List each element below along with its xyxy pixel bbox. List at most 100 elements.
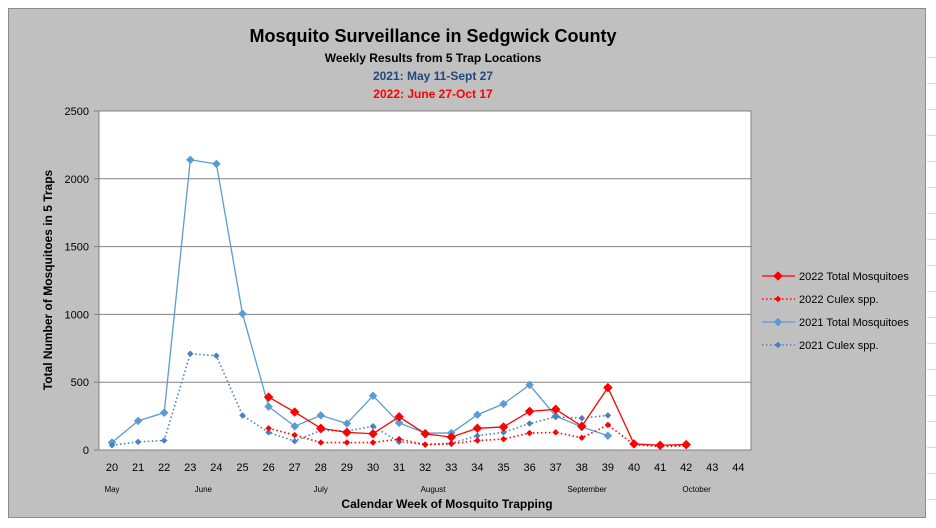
data-point	[578, 414, 586, 422]
series-2021-culex-spp-	[108, 350, 612, 449]
data-point	[552, 429, 560, 436]
data-point	[446, 432, 457, 442]
y-tick-label: 0	[83, 445, 89, 457]
data-point	[526, 429, 533, 437]
x-tick-label: 25	[236, 462, 248, 474]
data-point	[368, 428, 378, 439]
data-point	[368, 391, 378, 401]
data-point	[603, 431, 613, 441]
data-point	[289, 407, 300, 417]
month-labels: May June July August September October	[104, 485, 711, 494]
legend: 2022 Total Mosquitoes 2022 Culex spp. 2021…	[762, 271, 909, 352]
legend-label: 2021 Total Mosquitoes	[799, 317, 909, 329]
data-point	[552, 413, 560, 421]
data-point	[239, 412, 246, 419]
sheet-gridline	[927, 213, 936, 214]
month-label: August	[421, 485, 447, 494]
series-2022-total-mosquitoes	[263, 382, 692, 451]
legend-item: 2021 Culex spp.	[762, 340, 879, 352]
series-layer	[107, 155, 692, 451]
sheet-gridline	[927, 109, 936, 110]
data-point	[290, 421, 300, 431]
data-point	[604, 421, 612, 429]
chart-subtitle: Weekly Results from 5 Trap Locations	[325, 51, 542, 65]
month-label: May	[104, 485, 119, 494]
y-tick-label: 1500	[65, 242, 89, 254]
sheet-gridline	[927, 161, 936, 162]
data-point	[133, 416, 143, 426]
month-label: September	[567, 485, 606, 494]
y-tick-label: 1000	[65, 309, 89, 321]
data-point	[264, 402, 273, 411]
x-tick-label: 44	[732, 462, 744, 474]
x-tick-label: 30	[367, 462, 379, 474]
y-tick-label: 500	[71, 377, 89, 389]
data-point	[185, 155, 195, 165]
data-point	[472, 423, 483, 434]
sheet-gridline	[927, 447, 936, 448]
data-point	[159, 408, 169, 418]
data-point	[576, 421, 587, 432]
x-tick-label: 40	[628, 462, 640, 474]
gridlines	[99, 178, 751, 383]
data-point	[316, 411, 326, 420]
sheet-gridline	[927, 473, 936, 474]
x-axis-label: Calendar Week of Mosquito Trapping	[341, 497, 552, 511]
data-point	[265, 429, 272, 436]
data-point	[603, 382, 613, 393]
data-point	[394, 411, 404, 422]
x-tick-label: 37	[550, 462, 562, 474]
sheet-gridline	[927, 83, 936, 84]
legend-label: 2022 Total Mosquitoes	[799, 271, 909, 283]
legend-swatch-marker	[773, 317, 783, 327]
sheet-gridline	[927, 421, 936, 422]
sheet-gridline	[927, 135, 936, 136]
data-point	[447, 440, 455, 448]
data-point	[134, 438, 142, 446]
legend-label: 2022 Culex spp.	[799, 294, 879, 306]
data-point	[263, 392, 274, 402]
x-axis-ticks: 20 21 22 23 24 25 26 27 28 29 30 31 32 33 34 35 36 37 38 39…	[106, 462, 745, 474]
series-2022-culex-spp-	[265, 421, 690, 450]
y-tick-label: 2000	[65, 174, 89, 186]
data-point	[238, 309, 247, 319]
data-point	[604, 412, 612, 419]
x-tick-label: 34	[471, 462, 483, 474]
x-tick-label: 23	[184, 462, 196, 474]
data-point	[394, 418, 404, 428]
legend-label: 2021 Culex spp.	[799, 340, 879, 352]
x-tick-label: 39	[602, 462, 614, 474]
sheet-gridline	[927, 317, 936, 318]
data-point	[342, 427, 352, 438]
data-point	[343, 439, 351, 446]
y-axis-ticks: 0 500 1000 1500 2000 2500	[65, 106, 99, 457]
data-point	[317, 439, 325, 446]
data-point	[369, 439, 377, 446]
data-point	[499, 399, 508, 409]
data-point	[474, 437, 481, 444]
plot-area	[98, 110, 752, 451]
data-point	[578, 434, 586, 442]
x-tick-label: 20	[106, 462, 118, 474]
data-point	[681, 439, 692, 450]
data-point	[525, 380, 534, 390]
data-point	[524, 406, 535, 417]
x-tick-label: 38	[576, 462, 588, 474]
legend-item: 2021 Total Mosquitoes	[762, 317, 909, 329]
legend-item: 2022 Culex spp.	[762, 294, 879, 306]
legend-swatch-marker	[773, 271, 783, 281]
data-point	[291, 431, 299, 439]
data-point	[160, 437, 168, 444]
x-tick-label: 22	[158, 462, 170, 474]
data-point	[500, 435, 507, 443]
x-tick-label: 42	[680, 462, 692, 474]
sheet-gridline	[927, 343, 936, 344]
data-point	[265, 424, 272, 432]
sheet-gridline	[927, 499, 936, 500]
data-point	[473, 410, 482, 420]
data-point	[550, 404, 561, 415]
sheet-gridline	[927, 291, 936, 292]
y-axis-label: Total Number of Mosquitoes in 5 Traps	[41, 169, 55, 390]
legend-swatch-marker	[774, 295, 782, 303]
